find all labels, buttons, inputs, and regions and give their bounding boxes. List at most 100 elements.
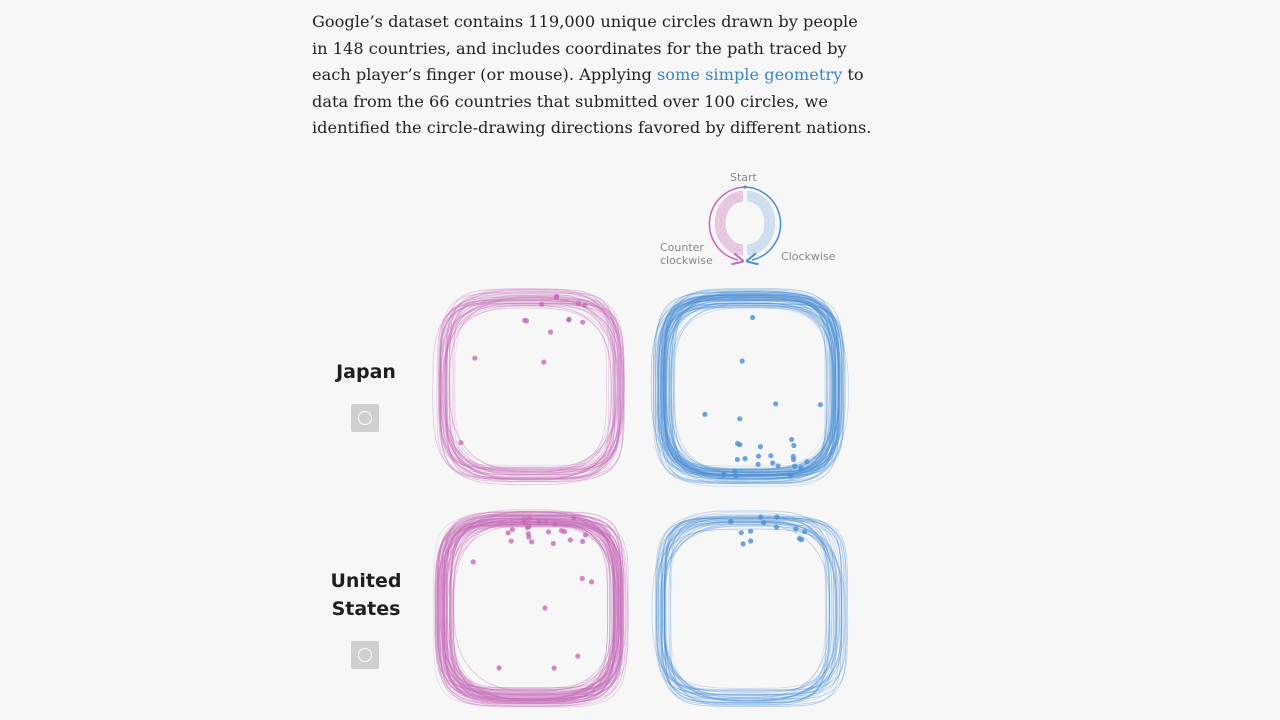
drawn-circle-path bbox=[436, 524, 620, 700]
drawn-circle-path bbox=[660, 299, 849, 483]
drawn-circle-path bbox=[663, 299, 846, 472]
drawn-circle-path bbox=[659, 524, 846, 703]
drawn-circle-path bbox=[453, 519, 617, 693]
drawn-circle-path bbox=[446, 521, 608, 702]
drawn-circle-path bbox=[441, 299, 616, 481]
drawn-circle-path bbox=[437, 291, 623, 480]
drawn-circle-path bbox=[670, 520, 833, 696]
drawn-circle-path bbox=[668, 293, 836, 480]
us-play-button[interactable] bbox=[351, 641, 379, 669]
start-point-dot bbox=[802, 529, 808, 535]
drawn-circle-path bbox=[660, 296, 840, 470]
drawn-circle-path bbox=[657, 295, 840, 485]
drawn-circle-path bbox=[437, 511, 620, 704]
start-point-dot bbox=[748, 528, 754, 534]
intro-text-start: Google’s dataset contains 119,000 unique… bbox=[312, 12, 858, 85]
drawn-circle-path bbox=[446, 292, 625, 474]
start-point-dot bbox=[571, 515, 577, 521]
start-point-dot bbox=[558, 528, 565, 534]
drawn-circle-path bbox=[660, 292, 847, 474]
start-point-dot bbox=[551, 665, 557, 671]
us-counterclockwise-circles bbox=[433, 509, 629, 708]
start-point-dot bbox=[748, 538, 754, 544]
drawn-circle-path bbox=[451, 513, 616, 702]
start-point-dot bbox=[755, 461, 761, 467]
drawn-circle-path bbox=[665, 517, 845, 697]
drawn-circle-path bbox=[444, 302, 616, 480]
drawn-circle-path bbox=[439, 510, 619, 699]
drawn-circle-path bbox=[657, 306, 834, 478]
drawn-circle-path bbox=[446, 524, 622, 702]
geometry-link[interactable]: some simple geometry bbox=[656, 65, 843, 85]
drawn-circle-path bbox=[656, 524, 846, 695]
drawn-circle-path bbox=[436, 519, 621, 700]
drawn-circle-path bbox=[664, 291, 826, 480]
drawn-circle-path bbox=[443, 521, 609, 691]
drawn-circle-path bbox=[449, 511, 619, 702]
drawn-circle-path bbox=[445, 298, 619, 479]
drawn-circle-path bbox=[445, 521, 625, 693]
start-point-dot bbox=[728, 518, 734, 525]
drawn-circle-path bbox=[442, 521, 619, 695]
drawn-circle-path bbox=[653, 297, 841, 476]
drawn-circle-path bbox=[436, 516, 623, 705]
intro-paragraph: Google’s dataset contains 119,000 unique… bbox=[312, 9, 872, 142]
drawn-circle-path bbox=[439, 518, 628, 708]
start-point-dot bbox=[589, 579, 595, 585]
legend-start-label: Start bbox=[730, 171, 757, 184]
drawn-circle-path bbox=[443, 511, 624, 702]
drawn-circle-path bbox=[439, 292, 620, 480]
circle-play-icon bbox=[358, 411, 372, 425]
drawn-circle-path bbox=[657, 302, 833, 470]
drawn-circle-path bbox=[444, 302, 619, 471]
start-point-dot bbox=[742, 456, 748, 462]
drawn-circle-path bbox=[442, 305, 612, 472]
legend-counter-label-1: Counter bbox=[660, 241, 704, 254]
drawn-circle-path bbox=[666, 296, 834, 481]
drawn-circle-path bbox=[671, 298, 833, 476]
start-point-dot bbox=[583, 532, 589, 538]
drawn-circle-path bbox=[657, 523, 841, 689]
drawn-circle-path bbox=[445, 304, 624, 472]
drawn-circle-path bbox=[444, 524, 614, 699]
drawn-circle-path bbox=[441, 521, 629, 690]
drawn-circle-path bbox=[442, 519, 616, 701]
start-point-dot bbox=[792, 463, 798, 469]
drawn-circle-path bbox=[443, 297, 618, 473]
start-point-dot bbox=[791, 442, 797, 449]
drawn-circle-path bbox=[657, 513, 837, 703]
drawn-circle-path bbox=[655, 528, 843, 696]
start-point-dot bbox=[798, 465, 804, 471]
start-point-dot bbox=[545, 529, 552, 535]
japan-play-button[interactable] bbox=[351, 404, 379, 432]
start-point-dot bbox=[737, 416, 743, 422]
drawn-circle-path bbox=[439, 305, 621, 476]
drawn-circle-path bbox=[663, 296, 841, 473]
intro-text-end: to data from the 66 countries that submi… bbox=[312, 65, 872, 138]
drawn-circle-path bbox=[662, 523, 831, 699]
start-point-dot bbox=[775, 463, 781, 469]
drawn-circle-path bbox=[656, 299, 842, 472]
drawn-circle-path bbox=[433, 514, 622, 706]
start-point-dot bbox=[522, 519, 528, 526]
drawn-circle-path bbox=[655, 296, 838, 481]
drawn-circle-path bbox=[658, 303, 844, 477]
drawn-circle-path bbox=[665, 300, 840, 480]
drawn-circle-path bbox=[439, 287, 619, 479]
drawn-circle-path bbox=[670, 301, 834, 478]
drawn-circle-path bbox=[445, 299, 612, 466]
start-point-dot bbox=[536, 518, 542, 524]
start-point-dot bbox=[580, 538, 586, 544]
drawn-circle-path bbox=[441, 521, 615, 704]
start-point-dot bbox=[768, 453, 774, 459]
drawn-circle-path bbox=[658, 294, 842, 470]
drawn-circle-path bbox=[443, 307, 612, 475]
drawn-circle-path bbox=[668, 517, 831, 707]
counterclockwise-arrow bbox=[708, 186, 745, 260]
start-point-dot bbox=[733, 473, 739, 479]
drawn-circle-path bbox=[666, 290, 836, 481]
start-point-dot bbox=[496, 665, 502, 671]
drawn-circle-path bbox=[451, 303, 613, 480]
start-point-dot bbox=[761, 519, 767, 526]
drawn-circle-path bbox=[437, 521, 624, 702]
